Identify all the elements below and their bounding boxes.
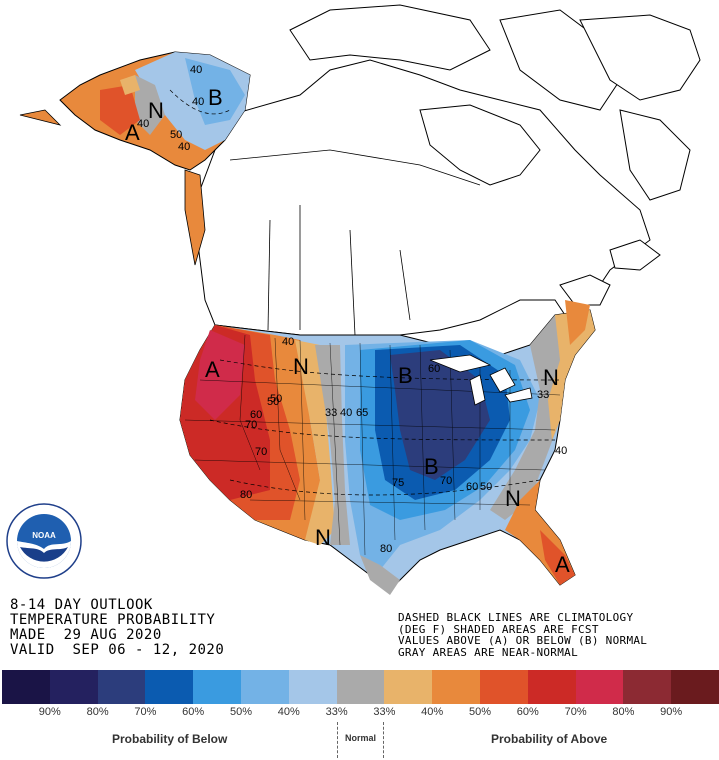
valid-period: VALID SEP 06 - 12, 2020: [10, 642, 225, 658]
note-line: DASHED BLACK LINES ARE CLIMATOLOGY: [398, 611, 634, 624]
legend-swatch: [527, 670, 576, 704]
contour-label: 70: [245, 419, 257, 431]
legend-tick-label: 70%: [564, 706, 587, 718]
label-normal-rockies: N: [293, 354, 309, 379]
canada-landmass: [194, 4, 701, 336]
map-notes: DASHED BLACK LINES ARE CLIMATOLOGY (DEG …: [398, 612, 647, 658]
contour-label: 50: [267, 396, 279, 408]
outlook-map: A A A B B B N N N N N 40 40 50 40 40 50 …: [19, 4, 701, 595]
made-date: MADE 29 AUG 2020: [10, 627, 162, 643]
contour-label: 40: [192, 96, 204, 108]
label-normal-alaska: N: [148, 98, 164, 123]
legend-swatch: [432, 670, 480, 704]
contour-label: 33: [537, 389, 549, 401]
label-normal-southeast: N: [505, 486, 521, 511]
contour-label: 65: [356, 407, 368, 419]
note-line: GRAY AREAS ARE NEAR-NORMAL: [398, 645, 578, 659]
contour-label: 33: [325, 407, 337, 419]
conus: [179, 300, 596, 595]
legend-tick-label: 60%: [182, 706, 205, 718]
contour-label: 40: [555, 445, 567, 457]
contour-label: 40: [282, 336, 294, 348]
legend-tick-label: 40%: [421, 706, 444, 718]
legend-tick-label: 80%: [86, 706, 109, 718]
contour-label: 50: [270, 393, 282, 405]
legend-swatch: [623, 670, 672, 704]
note-line: VALUES ABOVE (A) OR BELOW (B) NORMAL: [398, 634, 648, 647]
legend-tick-label: 50%: [229, 706, 253, 718]
legend-swatch: [2, 670, 50, 704]
contour-label: 80: [240, 489, 252, 501]
legend-swatch: [575, 670, 624, 704]
label-above-florida: A: [555, 552, 570, 577]
contour-label: 70: [255, 446, 267, 458]
legend-tick-label: 70%: [134, 706, 157, 718]
above-caption: Probability of Above: [491, 732, 608, 746]
below-caption: Probability of Below: [112, 732, 228, 746]
legend-swatch: [336, 670, 385, 704]
label-above-alaska: A: [125, 120, 140, 145]
legend-tick-label: 33%: [373, 706, 396, 718]
state-lines: [184, 334, 561, 556]
great-lakes: [429, 354, 533, 406]
outlook-variable: TEMPERATURE PROBABILITY: [10, 612, 216, 628]
legend-swatch: [240, 670, 289, 704]
legend-swatch: [671, 670, 719, 704]
outlook-title: 8-14 DAY OUTLOOK: [10, 597, 153, 613]
contour-label: 40: [137, 118, 149, 130]
label-normal-texas: N: [315, 525, 331, 550]
contour-label: 40: [178, 141, 190, 153]
legend-tick-label: 80%: [612, 706, 635, 718]
contour-label: 80: [380, 543, 392, 555]
legend-tick-label: 60%: [516, 706, 539, 718]
legend-tick-label: 33%: [325, 706, 348, 718]
alaska: [19, 51, 251, 266]
label-below-alaska: B: [208, 85, 223, 110]
contour-label: 60: [466, 481, 478, 493]
legend-swatch: [479, 670, 528, 704]
legend-swatch: [193, 670, 241, 704]
legend-swatch: [288, 670, 337, 704]
normal-caption: Normal: [345, 733, 377, 743]
contour-label: 50: [480, 481, 492, 493]
contour-label: 60: [428, 363, 440, 375]
contour-label: 70: [440, 475, 452, 487]
legend-swatch: [97, 670, 146, 704]
contour-label: 60: [250, 409, 262, 421]
probability-legend: [2, 670, 719, 704]
legend-swatch: [384, 670, 433, 704]
legend-tick-label: 40%: [277, 706, 300, 718]
label-normal-northeast: N: [543, 365, 559, 390]
contour-label: 50: [170, 129, 182, 141]
legend-tick-label: 90%: [38, 706, 61, 718]
note-line: (DEG F) SHADED AREAS ARE FCST: [398, 622, 599, 636]
noaa-logo: NOAA: [6, 503, 82, 579]
contour-label: 40: [340, 407, 352, 419]
province-lines: [229, 149, 481, 336]
legend-divider-right: [383, 722, 384, 758]
contour-label: 75: [392, 477, 404, 489]
contour-label: 40: [190, 64, 202, 76]
label-below-midwest: B: [398, 363, 413, 388]
legend-divider-left: [337, 722, 338, 758]
label-below-central: B: [424, 454, 439, 479]
label-above-west: A: [205, 357, 220, 382]
outlook-title-block: 8-14 DAY OUTLOOK TEMPERATURE PROBABILITY…: [10, 598, 224, 658]
legend-swatch: [49, 670, 98, 704]
legend-swatch: [145, 670, 194, 704]
legend-tick-label: 50%: [468, 706, 492, 718]
noaa-logo-text: NOAA: [32, 531, 56, 540]
legend-tick-label: 90%: [660, 706, 683, 718]
